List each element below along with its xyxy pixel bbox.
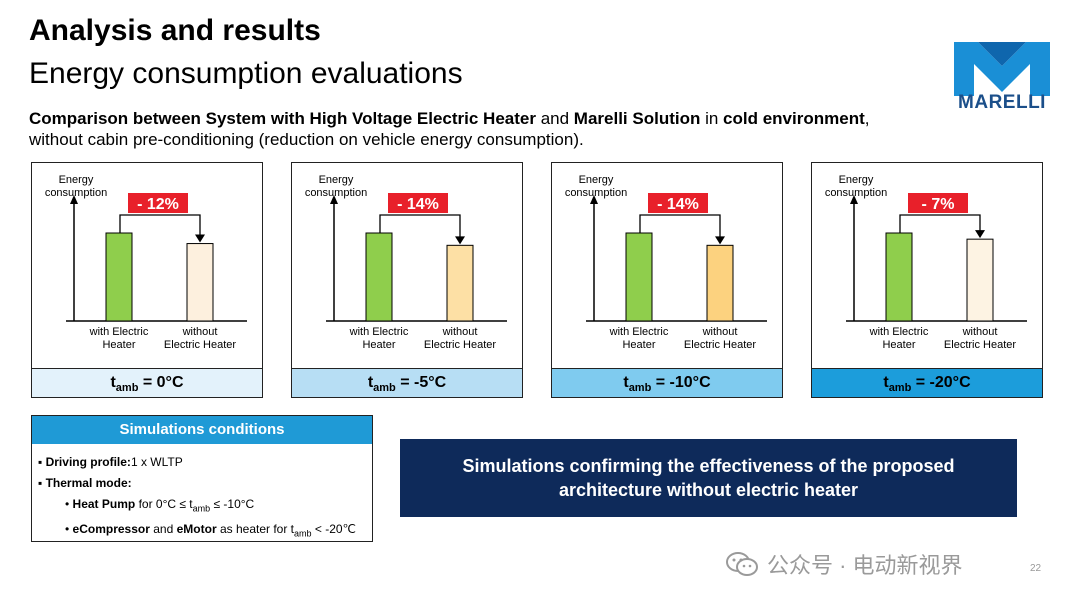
driving-profile-item: ▪ Driving profile:1 x WLTP bbox=[38, 455, 183, 469]
comparison-arrowhead bbox=[455, 236, 465, 245]
comparison-arrowhead bbox=[195, 234, 205, 243]
thermal-mode-item: ▪ Thermal mode: bbox=[38, 476, 132, 490]
bar-0 bbox=[625, 232, 653, 322]
category-label-0: with Electric Heater bbox=[349, 326, 409, 351]
chart-svg-2: Energy consumption with Electric Heater with… bbox=[565, 174, 767, 351]
y-axis-arrow bbox=[70, 195, 78, 204]
y-axis-label: Energy consumption bbox=[45, 174, 107, 199]
page-number: 22 bbox=[1030, 563, 1042, 574]
bar-1 bbox=[186, 243, 214, 322]
slide-subtitle: Energy consumption evaluations bbox=[29, 57, 463, 90]
chart-panel-2: Energy consumption with Electric Heater with… bbox=[551, 162, 783, 398]
chart-panel-3: Energy consumption with Electric Heater with… bbox=[811, 162, 1043, 398]
reduction-badge bbox=[388, 193, 448, 213]
comparison-connector bbox=[899, 214, 981, 233]
temperature-label-1: tamb = -5°C bbox=[292, 368, 522, 397]
marelli-logo-icon bbox=[954, 42, 1050, 96]
category-label-1: without Electric Heater bbox=[424, 326, 496, 351]
temperature-label-3: tamb = -20°C bbox=[812, 368, 1042, 397]
intro-text: Comparison between System with High Volt… bbox=[29, 109, 870, 149]
y-axis-arrow bbox=[590, 195, 598, 204]
heat-pump-item: • Heat Pump for 0°C ≤ tamb ≤ -10°C bbox=[65, 497, 255, 514]
conclusion-banner: Simulations confirming the effectiveness… bbox=[400, 439, 1017, 517]
y-axis-arrow bbox=[330, 195, 338, 204]
reduction-badge bbox=[908, 193, 968, 213]
reduction-label: - 14% bbox=[397, 196, 439, 213]
watermark: 公众号 · 电动新视界 bbox=[725, 548, 963, 580]
chart-svg-3: Energy consumption with Electric Heater with… bbox=[825, 174, 1027, 351]
chart-svg-0: Energy consumption with Electric Heater with… bbox=[45, 174, 247, 351]
category-label-0: with Electric Heater bbox=[609, 326, 669, 351]
temperature-label-0: tamb = 0°C bbox=[32, 368, 262, 397]
reduction-label: - 7% bbox=[922, 196, 955, 213]
category-label-1: without Electric Heater bbox=[684, 326, 756, 351]
simulation-conditions-heading: Simulations conditions bbox=[32, 416, 372, 444]
y-axis-label: Energy consumption bbox=[825, 174, 887, 199]
bar-0 bbox=[365, 232, 393, 322]
comparison-arrowhead bbox=[715, 236, 725, 245]
comparison-connector bbox=[639, 214, 721, 238]
ecompressor-item: • eCompressor and eMotor as heater for t… bbox=[65, 522, 357, 539]
reduction-label: - 14% bbox=[657, 196, 699, 213]
reduction-label: - 12% bbox=[137, 196, 179, 213]
temperature-label-2: tamb = -10°C bbox=[552, 368, 782, 397]
category-label-1: without Electric Heater bbox=[164, 326, 236, 351]
bar-0 bbox=[885, 232, 913, 322]
bar-1 bbox=[706, 244, 734, 322]
chart-panel-1: Energy consumption with Electric Heater with… bbox=[291, 162, 523, 398]
slide-title: Analysis and results bbox=[29, 14, 321, 47]
wechat-icon bbox=[726, 552, 758, 576]
comparison-arrowhead bbox=[975, 230, 985, 239]
chart-panel-0: Energy consumption with Electric Heater with… bbox=[31, 162, 263, 398]
y-axis-arrow bbox=[850, 195, 858, 204]
chart-svg-1: Energy consumption with Electric Heater with… bbox=[305, 174, 507, 351]
y-axis-label: Energy consumption bbox=[305, 174, 367, 199]
bar-1 bbox=[446, 244, 474, 322]
category-label-1: without Electric Heater bbox=[944, 326, 1016, 351]
simulation-conditions-box: Simulations conditions ▪ Driving profile… bbox=[31, 415, 373, 542]
brand-name: MARELLI bbox=[958, 92, 1046, 113]
category-label-0: with Electric Heater bbox=[869, 326, 929, 351]
comparison-connector bbox=[379, 214, 461, 238]
y-axis-label: Energy consumption bbox=[565, 174, 627, 199]
comparison-connector bbox=[119, 214, 201, 236]
reduction-badge bbox=[128, 193, 188, 213]
category-label-0: with Electric Heater bbox=[89, 326, 149, 351]
reduction-badge bbox=[648, 193, 708, 213]
bar-1 bbox=[966, 238, 994, 322]
bar-0 bbox=[105, 232, 133, 322]
